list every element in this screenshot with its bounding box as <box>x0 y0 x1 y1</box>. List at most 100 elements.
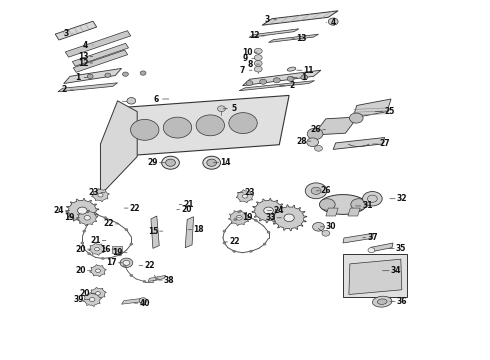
Polygon shape <box>249 29 299 37</box>
Circle shape <box>313 222 324 231</box>
Circle shape <box>267 231 270 233</box>
Circle shape <box>236 216 242 220</box>
Polygon shape <box>151 216 159 248</box>
Text: 19: 19 <box>112 248 123 257</box>
Circle shape <box>122 72 128 76</box>
Circle shape <box>351 199 367 210</box>
Text: 10: 10 <box>242 48 253 57</box>
Circle shape <box>218 106 225 112</box>
Polygon shape <box>243 70 321 86</box>
Text: 1: 1 <box>75 73 80 82</box>
Circle shape <box>207 159 217 166</box>
Polygon shape <box>333 138 385 149</box>
Circle shape <box>363 192 382 206</box>
Text: 20: 20 <box>79 289 90 298</box>
Circle shape <box>223 230 226 232</box>
Polygon shape <box>122 298 145 304</box>
Text: 13: 13 <box>296 34 307 43</box>
Text: 22: 22 <box>103 219 114 228</box>
Circle shape <box>81 242 84 244</box>
Text: 39: 39 <box>73 295 84 304</box>
Text: 30: 30 <box>325 222 336 231</box>
Circle shape <box>223 242 226 244</box>
Circle shape <box>87 74 93 78</box>
Circle shape <box>88 253 91 255</box>
Text: 36: 36 <box>396 297 407 306</box>
Text: 12: 12 <box>249 31 260 40</box>
Circle shape <box>96 292 100 295</box>
Text: 5: 5 <box>232 104 237 113</box>
Ellipse shape <box>372 296 392 307</box>
Polygon shape <box>326 208 338 216</box>
Circle shape <box>139 298 147 303</box>
Circle shape <box>96 269 100 273</box>
Circle shape <box>287 76 294 81</box>
Ellipse shape <box>163 117 192 138</box>
Text: 37: 37 <box>367 233 378 242</box>
Circle shape <box>162 156 179 169</box>
Text: 29: 29 <box>147 158 158 167</box>
Text: 3: 3 <box>265 15 270 24</box>
Circle shape <box>127 98 136 104</box>
Circle shape <box>243 194 247 198</box>
Text: 15: 15 <box>147 227 158 236</box>
Polygon shape <box>239 81 315 91</box>
Circle shape <box>130 274 133 276</box>
Circle shape <box>322 230 330 236</box>
Ellipse shape <box>319 194 366 214</box>
Circle shape <box>254 66 262 72</box>
Circle shape <box>315 145 322 151</box>
Text: 20: 20 <box>181 205 192 214</box>
Circle shape <box>77 207 87 214</box>
Circle shape <box>319 199 335 210</box>
Polygon shape <box>90 287 106 300</box>
Circle shape <box>86 211 89 213</box>
Polygon shape <box>65 31 131 57</box>
Circle shape <box>254 55 262 60</box>
Text: 4: 4 <box>83 40 88 49</box>
Text: 28: 28 <box>296 136 307 145</box>
Circle shape <box>140 71 146 75</box>
Polygon shape <box>89 243 105 255</box>
Polygon shape <box>115 95 289 157</box>
Text: 9: 9 <box>243 54 247 63</box>
Text: 21: 21 <box>90 236 101 245</box>
Text: 22: 22 <box>144 261 155 270</box>
Circle shape <box>105 73 111 77</box>
Polygon shape <box>148 275 166 282</box>
Circle shape <box>307 138 318 147</box>
Circle shape <box>89 297 95 302</box>
Polygon shape <box>90 265 106 277</box>
Ellipse shape <box>229 113 257 134</box>
Circle shape <box>120 258 133 267</box>
Polygon shape <box>66 198 99 223</box>
Circle shape <box>98 193 103 197</box>
Polygon shape <box>314 117 358 135</box>
Text: 23: 23 <box>89 188 99 197</box>
Polygon shape <box>64 68 122 84</box>
Circle shape <box>260 79 267 84</box>
Circle shape <box>254 219 257 221</box>
Text: 33: 33 <box>265 213 276 222</box>
Bar <box>343 254 407 297</box>
Text: 31: 31 <box>362 202 373 210</box>
Circle shape <box>123 265 126 267</box>
Text: 3: 3 <box>64 29 69 37</box>
Text: 26: 26 <box>320 186 331 195</box>
Polygon shape <box>348 208 360 216</box>
Circle shape <box>101 257 104 260</box>
Circle shape <box>234 219 237 221</box>
Text: 8: 8 <box>247 60 252 69</box>
Circle shape <box>95 247 99 251</box>
Text: 23: 23 <box>245 188 255 197</box>
Circle shape <box>368 195 377 202</box>
Text: 7: 7 <box>240 66 245 75</box>
Text: 21: 21 <box>183 200 194 209</box>
Text: 11: 11 <box>303 66 314 75</box>
Polygon shape <box>262 11 338 25</box>
Circle shape <box>233 250 236 252</box>
Text: 27: 27 <box>379 139 390 148</box>
Circle shape <box>86 211 89 213</box>
Circle shape <box>104 217 107 219</box>
Circle shape <box>349 113 363 123</box>
